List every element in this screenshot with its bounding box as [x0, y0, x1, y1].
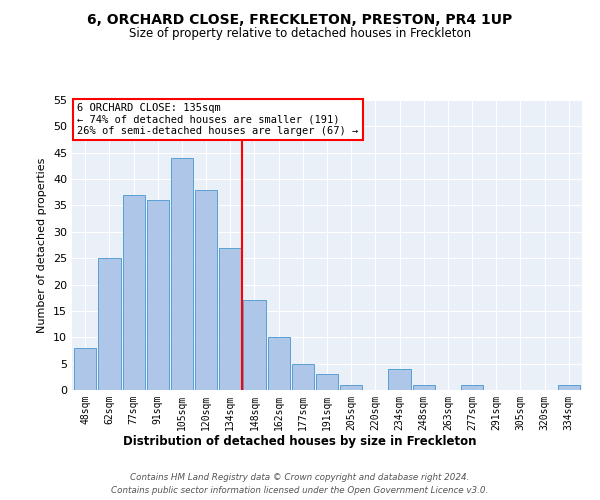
Bar [244, 300, 266, 390]
Bar [122, 195, 145, 390]
Y-axis label: Number of detached properties: Number of detached properties [37, 158, 47, 332]
Text: Distribution of detached houses by size in Freckleton: Distribution of detached houses by size … [123, 435, 477, 448]
Bar [340, 384, 362, 390]
Bar [195, 190, 217, 390]
Bar [171, 158, 193, 390]
Bar [74, 348, 97, 390]
Text: 6 ORCHARD CLOSE: 135sqm
← 74% of detached houses are smaller (191)
26% of semi-d: 6 ORCHARD CLOSE: 135sqm ← 74% of detache… [77, 103, 358, 136]
Text: 6, ORCHARD CLOSE, FRECKLETON, PRESTON, PR4 1UP: 6, ORCHARD CLOSE, FRECKLETON, PRESTON, P… [88, 12, 512, 26]
Text: Size of property relative to detached houses in Freckleton: Size of property relative to detached ho… [129, 28, 471, 40]
Text: Contains public sector information licensed under the Open Government Licence v3: Contains public sector information licen… [112, 486, 488, 495]
Text: Contains HM Land Registry data © Crown copyright and database right 2024.: Contains HM Land Registry data © Crown c… [130, 472, 470, 482]
Bar [219, 248, 241, 390]
Bar [557, 384, 580, 390]
Bar [461, 384, 483, 390]
Bar [268, 338, 290, 390]
Bar [292, 364, 314, 390]
Bar [413, 384, 435, 390]
Bar [388, 369, 410, 390]
Bar [98, 258, 121, 390]
Bar [146, 200, 169, 390]
Bar [316, 374, 338, 390]
